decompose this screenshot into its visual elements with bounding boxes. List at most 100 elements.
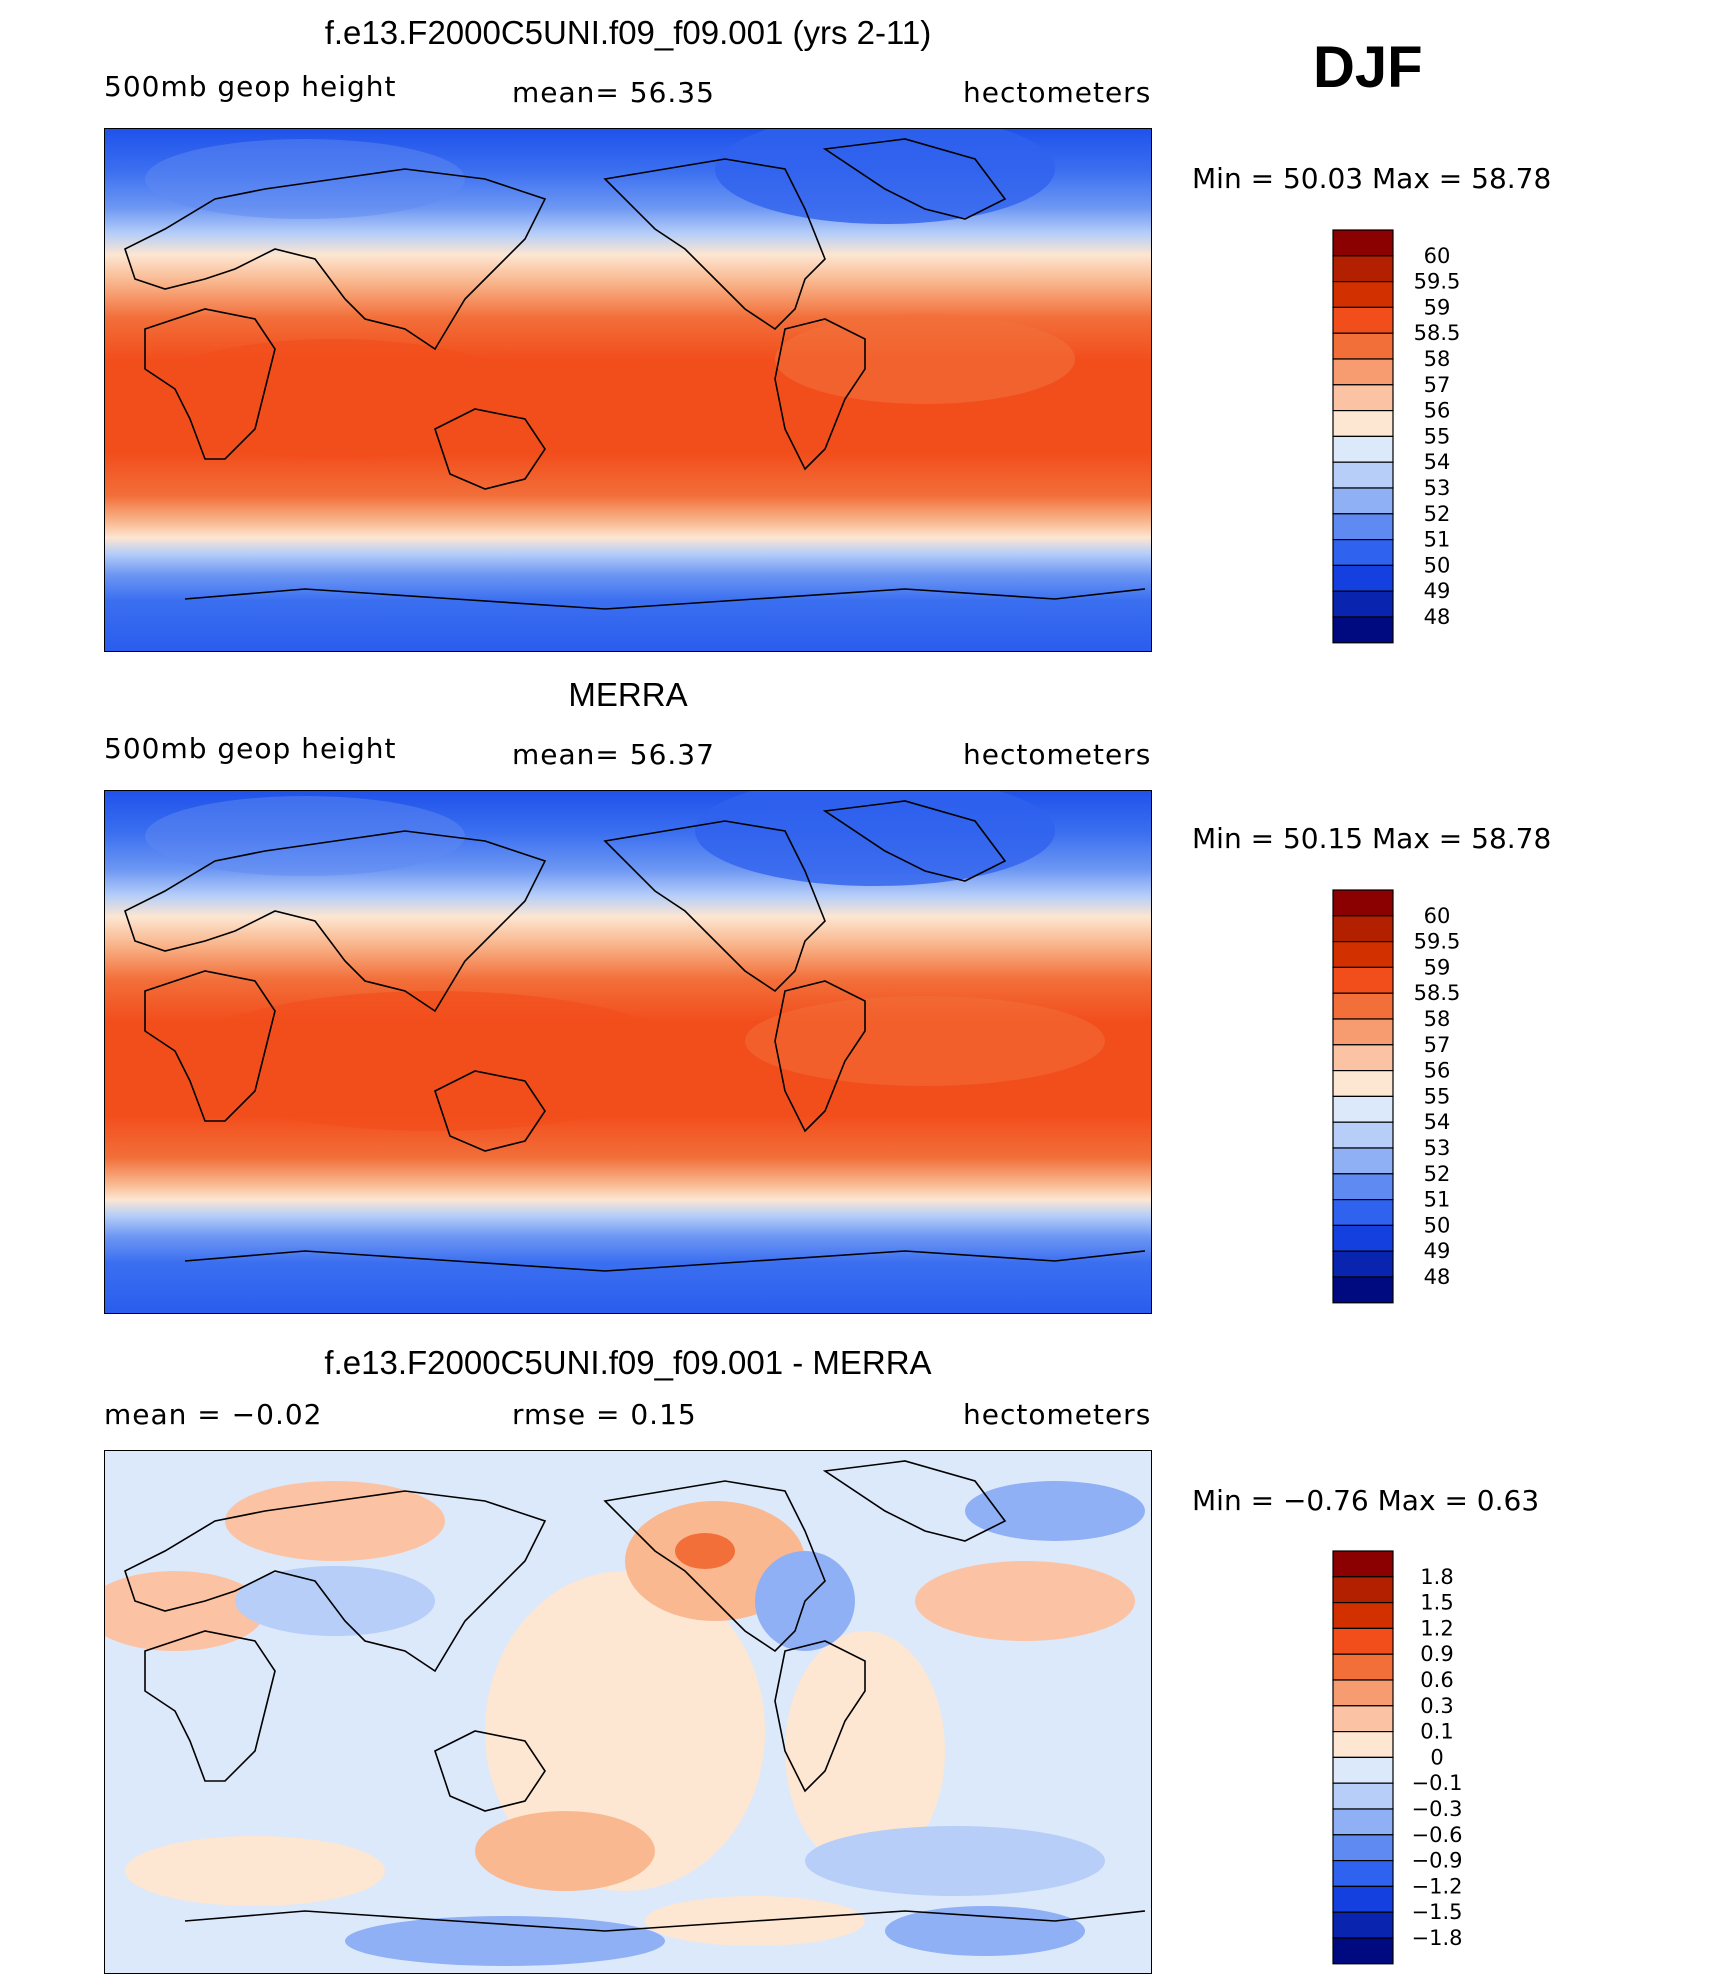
colorbar-box xyxy=(1332,1121,1394,1149)
colorbar-box xyxy=(1332,1860,1394,1888)
colorbar-box xyxy=(1332,915,1394,943)
colorbar-tick-label: −0.1 xyxy=(1412,1771,1463,1795)
colorbar-tick-label: 52 xyxy=(1424,1162,1451,1186)
colorbar-box xyxy=(1332,410,1394,438)
colorbar-tick-label: 0.6 xyxy=(1420,1668,1453,1692)
panel-model-mean-label: mean= 56.35 xyxy=(512,76,715,109)
panel-model-minmax-label: Min = 50.03 Max = 58.78 xyxy=(1192,162,1552,195)
colorbar-tick-label: 0.9 xyxy=(1420,1642,1453,1666)
panel-diff-units-label: hectometers xyxy=(963,1398,1152,1431)
colorbar-box xyxy=(1332,1705,1394,1733)
colorbar-box xyxy=(1332,1044,1394,1072)
colorbar-tick-label: 56 xyxy=(1424,399,1451,423)
colorbar-box xyxy=(1332,1018,1394,1046)
colorbar-box xyxy=(1332,1576,1394,1604)
colorbar-box xyxy=(1332,358,1394,386)
panel-model-variable-label: 500mb geop height xyxy=(104,70,397,103)
panel-obs-title: MERRA xyxy=(568,676,688,713)
colorbar-box xyxy=(1332,1885,1394,1913)
colorbar-box xyxy=(1332,280,1394,308)
panel-obs-minmax-label: Min = 50.15 Max = 58.78 xyxy=(1192,822,1552,855)
colorbar-tick-label: 50 xyxy=(1424,1213,1451,1237)
panel-model-contour-plot xyxy=(105,129,1151,651)
colorbar-box xyxy=(1332,1756,1394,1784)
colorbar-box xyxy=(1332,940,1394,968)
colorbar-tick-label: 52 xyxy=(1424,502,1451,526)
colorbar-box xyxy=(1332,564,1394,592)
colorbar-tick-label: −1.5 xyxy=(1412,1900,1463,1924)
colorbar-tick-label: 1.8 xyxy=(1420,1565,1453,1589)
colorbar-tick-label: 58.5 xyxy=(1414,981,1461,1005)
colorbar-box xyxy=(1332,1550,1394,1578)
colorbar-tick-label: 59 xyxy=(1424,955,1451,979)
colorbar-tick-label: −0.6 xyxy=(1412,1823,1463,1847)
colorbar-box xyxy=(1332,384,1394,412)
colorbar-box xyxy=(1332,1782,1394,1810)
colorbar-box xyxy=(1332,539,1394,567)
colorbar-box xyxy=(1332,1276,1394,1304)
panel-obs-variable-label: 500mb geop height xyxy=(104,732,397,765)
colorbar-tick-label: 50 xyxy=(1424,553,1451,577)
colorbar-tick-label: 51 xyxy=(1424,1188,1451,1212)
colorbar-box xyxy=(1332,1937,1394,1965)
colorbar-box xyxy=(1332,1731,1394,1759)
panel-obs-map xyxy=(104,790,1152,1314)
colorbar-tick-label: 58 xyxy=(1424,1007,1451,1031)
panel-model-colorbar: 60 59.5 59 58.5 58 57 56 55 54 53 52 51 50 49 48 xyxy=(1332,229,1513,644)
colorbar-box xyxy=(1332,1250,1394,1278)
panel-diff-colorbar: 1.8 1.5 1.2 0.9 0.6 0.3 0.1 0 −0.1 −0.3 −0.6 −0.9 −1… xyxy=(1332,1550,1513,1965)
colorbar-box xyxy=(1332,306,1394,334)
colorbar-box xyxy=(1332,229,1394,257)
colorbar-box xyxy=(1332,255,1394,283)
colorbar-box xyxy=(1332,1653,1394,1681)
colorbar-box xyxy=(1332,1911,1394,1939)
colorbar-tick-label: 59 xyxy=(1424,295,1451,319)
colorbar-box xyxy=(1332,1601,1394,1629)
panel-obs-colorbar: 60 59.5 59 58.5 58 57 56 55 54 53 52 51 50 49 48 xyxy=(1332,889,1513,1304)
colorbar-tick-label: 59.5 xyxy=(1414,270,1461,294)
panel-obs-mean-label: mean= 56.37 xyxy=(512,738,715,771)
colorbar-tick-label: −1.8 xyxy=(1412,1926,1463,1950)
colorbar-box xyxy=(1332,435,1394,463)
panel-diff-minmax-label: Min = −0.76 Max = 0.63 xyxy=(1192,1484,1540,1517)
colorbar-tick-label: 53 xyxy=(1424,1136,1451,1160)
colorbar-box xyxy=(1332,590,1394,618)
colorbar-tick-label: 1.5 xyxy=(1420,1591,1453,1615)
colorbar-box xyxy=(1332,487,1394,515)
panel-model-title: f.e13.F2000C5UNI.f09_f09.001 (yrs 2-11) xyxy=(324,14,932,51)
panel-obs-units-label: hectometers xyxy=(963,738,1152,771)
colorbar-tick-label: −0.9 xyxy=(1412,1849,1463,1873)
colorbar-tick-label: 0.1 xyxy=(1420,1720,1453,1744)
colorbar-tick-label: 49 xyxy=(1424,1239,1451,1263)
colorbar-tick-label: 48 xyxy=(1424,1265,1451,1289)
colorbar-tick-label: 60 xyxy=(1424,904,1451,928)
colorbar-box xyxy=(1332,616,1394,644)
colorbar-tick-label: 56 xyxy=(1424,1059,1451,1083)
colorbar-tick-label: 1.2 xyxy=(1420,1616,1453,1640)
colorbar-tick-label: −1.2 xyxy=(1412,1874,1463,1898)
panel-diff-rmse-label: rmse = 0.15 xyxy=(512,1398,697,1431)
colorbar-tick-label: 58.5 xyxy=(1414,321,1461,345)
colorbar-tick-label: 57 xyxy=(1424,1033,1451,1057)
colorbar-tick-label: 54 xyxy=(1424,1110,1451,1134)
colorbar-tick-label: 49 xyxy=(1424,579,1451,603)
panel-diff-contour-plot xyxy=(105,1451,1151,1973)
colorbar-box xyxy=(1332,992,1394,1020)
colorbar-box xyxy=(1332,1834,1394,1862)
panel-diff-map xyxy=(104,1450,1152,1974)
colorbar-tick-label: 54 xyxy=(1424,450,1451,474)
panel-model-units-label: hectometers xyxy=(963,76,1152,109)
colorbar-box xyxy=(1332,332,1394,360)
colorbar-box xyxy=(1332,513,1394,541)
colorbar-box xyxy=(1332,1679,1394,1707)
colorbar-tick-label: 59.5 xyxy=(1414,930,1461,954)
colorbar-box xyxy=(1332,1173,1394,1201)
colorbar-tick-label: 48 xyxy=(1424,605,1451,629)
colorbar-tick-label: 60 xyxy=(1424,244,1451,268)
panel-obs-contour-plot xyxy=(105,791,1151,1313)
colorbar-tick-label: 51 xyxy=(1424,528,1451,552)
colorbar-box xyxy=(1332,1070,1394,1098)
colorbar-box xyxy=(1332,1808,1394,1836)
colorbar-box xyxy=(1332,889,1394,917)
colorbar-box xyxy=(1332,1627,1394,1655)
